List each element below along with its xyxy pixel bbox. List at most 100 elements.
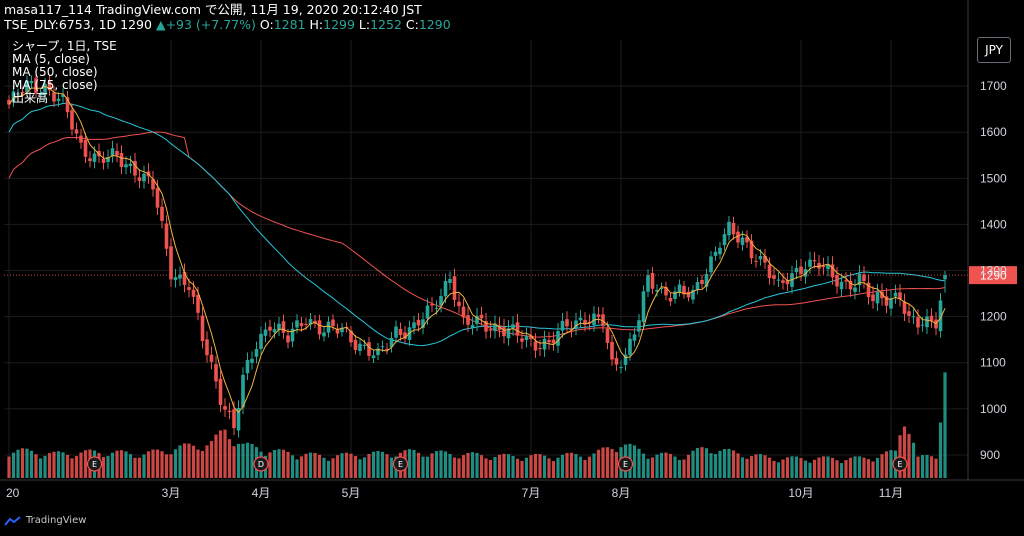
volume-bar: [520, 460, 524, 478]
candle-body: [232, 409, 236, 429]
candle-body: [511, 324, 515, 329]
volume-bar: [115, 450, 119, 478]
legend-ma5[interactable]: MA (5, close): [12, 52, 90, 66]
candle-body: [200, 315, 205, 342]
volume-bar: [677, 459, 682, 478]
candle-body: [268, 326, 272, 331]
candle-body: [313, 320, 317, 324]
volume-bar: [295, 459, 299, 478]
symbol-label[interactable]: TSE_DLY:6753, 1D: [4, 17, 117, 32]
volume-bar: [169, 454, 173, 478]
volume-bar: [560, 454, 565, 478]
candle-body: [727, 221, 731, 236]
candle-body: [331, 319, 335, 327]
volume-bar: [943, 372, 947, 478]
volume-bar: [83, 450, 88, 478]
candle-body: [205, 339, 209, 356]
candle-body: [529, 335, 533, 340]
volume-bar: [524, 457, 529, 478]
legend-volume[interactable]: 出来高: [12, 91, 49, 105]
earnings-marker[interactable]: [86, 456, 103, 472]
candle-body: [601, 314, 605, 327]
candle-body: [295, 320, 299, 328]
x-tick-label: 3月: [162, 486, 181, 500]
candle-body: [304, 323, 308, 325]
volume-bar: [281, 449, 286, 478]
candle-body: [79, 135, 83, 143]
earnings-marker[interactable]: [892, 456, 908, 472]
candle-body: [56, 98, 61, 102]
candle-body: [11, 91, 16, 103]
candle-body: [416, 319, 421, 326]
volume-bar: [128, 454, 133, 478]
candle-body: [488, 329, 493, 331]
volume-bar: [304, 453, 308, 478]
candle-body: [439, 296, 443, 306]
candle-body: [817, 263, 821, 269]
candle-body: [799, 266, 803, 275]
candle-body: [542, 338, 547, 350]
candle-body: [826, 264, 830, 270]
candle-body: [412, 322, 416, 329]
volume-bar: [592, 453, 596, 478]
volume-bar: [808, 462, 812, 478]
candle-body: [470, 325, 475, 328]
volume-bar: [344, 452, 349, 478]
x-tick-label: 7月: [522, 486, 541, 500]
volume-bar: [848, 457, 853, 478]
volume-bar: [412, 449, 416, 478]
candle-body: [340, 327, 344, 333]
volume-bar: [16, 449, 20, 478]
earnings-marker[interactable]: [392, 456, 409, 472]
candle-body: [160, 206, 164, 221]
candle-body: [362, 344, 367, 346]
open-label: O:: [259, 17, 274, 32]
volume-bar: [556, 457, 560, 478]
legend-ma50[interactable]: MA (50, close): [12, 65, 98, 79]
volume-bar: [196, 449, 200, 478]
volume-bar: [70, 458, 74, 478]
volume-bar: [101, 456, 106, 478]
currency-button[interactable]: JPY: [977, 37, 1011, 63]
candle-body: [524, 336, 529, 341]
low-label: L:: [358, 17, 371, 32]
legend-ma75[interactable]: MA (75, close): [12, 78, 98, 92]
candle-body: [902, 301, 907, 314]
volume-bar: [47, 453, 52, 478]
candle-body: [182, 271, 187, 285]
candle-body: [214, 364, 218, 382]
volume-bar: [691, 450, 695, 478]
candle-body: [704, 273, 709, 287]
volume-bar: [749, 456, 754, 478]
volume-bar: [502, 453, 506, 478]
candle-body: [272, 329, 277, 333]
candle-body: [151, 179, 155, 190]
y-tick-label: 1600: [980, 125, 1007, 139]
candle-body: [317, 320, 322, 335]
earnings-marker[interactable]: [617, 456, 634, 472]
volume-bar: [430, 453, 434, 478]
candle-body: [574, 320, 578, 329]
volume-bar: [358, 459, 362, 478]
volume-bar: [754, 454, 758, 478]
volume-bar: [20, 448, 25, 478]
legend-symbol[interactable]: シャープ, 1日, TSE: [12, 39, 117, 53]
candle-body: [569, 329, 574, 331]
candle-body: [430, 304, 434, 306]
volume-bar: [497, 454, 502, 478]
earnings-marker[interactable]: [253, 456, 269, 472]
candle-body: [461, 306, 466, 318]
candle-body: [695, 281, 700, 290]
volume-bar: [349, 453, 353, 478]
volume-bar: [713, 454, 718, 478]
volume-bar: [200, 450, 205, 478]
candle-body: [353, 339, 358, 351]
volume-bar: [655, 454, 659, 478]
volume-bar: [551, 461, 556, 478]
candle-body: [443, 280, 448, 297]
volume-bar: [700, 447, 704, 478]
candle-body: [506, 328, 511, 339]
candle-body: [457, 301, 461, 307]
candle-body: [668, 297, 673, 302]
